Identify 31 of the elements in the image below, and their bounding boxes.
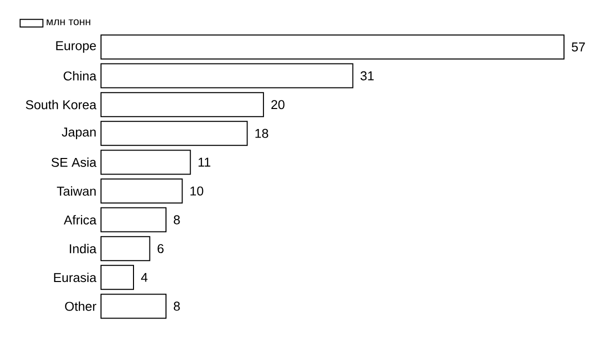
y-tick-label: Other — [65, 302, 96, 311]
bar — [100, 236, 150, 262]
y-tick-label: Africa — [64, 215, 96, 224]
data-label: 31 — [360, 71, 374, 80]
data-label: 8 — [174, 302, 180, 311]
data-label: 20 — [271, 100, 284, 110]
y-tick-label: China — [64, 71, 96, 80]
data-label: 11 — [198, 158, 210, 167]
y-tick-label: Eurasia — [54, 272, 96, 282]
data-label: 4 — [141, 272, 148, 282]
bar — [100, 264, 134, 290]
data-label: 10 — [190, 186, 204, 196]
data-label: 6 — [158, 244, 164, 254]
y-tick-label: SE Asia — [52, 158, 96, 167]
bar — [100, 207, 166, 232]
y-tick-label: India — [70, 244, 96, 254]
data-label: 57 — [572, 42, 585, 52]
legend-label: млн тонн — [46, 19, 90, 26]
y-tick-label: Europe — [56, 41, 96, 53]
bar — [100, 63, 354, 88]
y-tick-label: Japan — [62, 128, 96, 140]
bar — [100, 92, 264, 118]
data-label: 8 — [174, 215, 180, 224]
bar — [100, 150, 191, 175]
bar — [100, 120, 248, 146]
y-tick-label: South Korea — [26, 100, 96, 110]
bar — [100, 178, 183, 204]
bar — [100, 294, 166, 319]
bar — [100, 34, 564, 60]
data-label: 18 — [255, 128, 268, 138]
y-tick-label: Taiwan — [56, 186, 96, 196]
